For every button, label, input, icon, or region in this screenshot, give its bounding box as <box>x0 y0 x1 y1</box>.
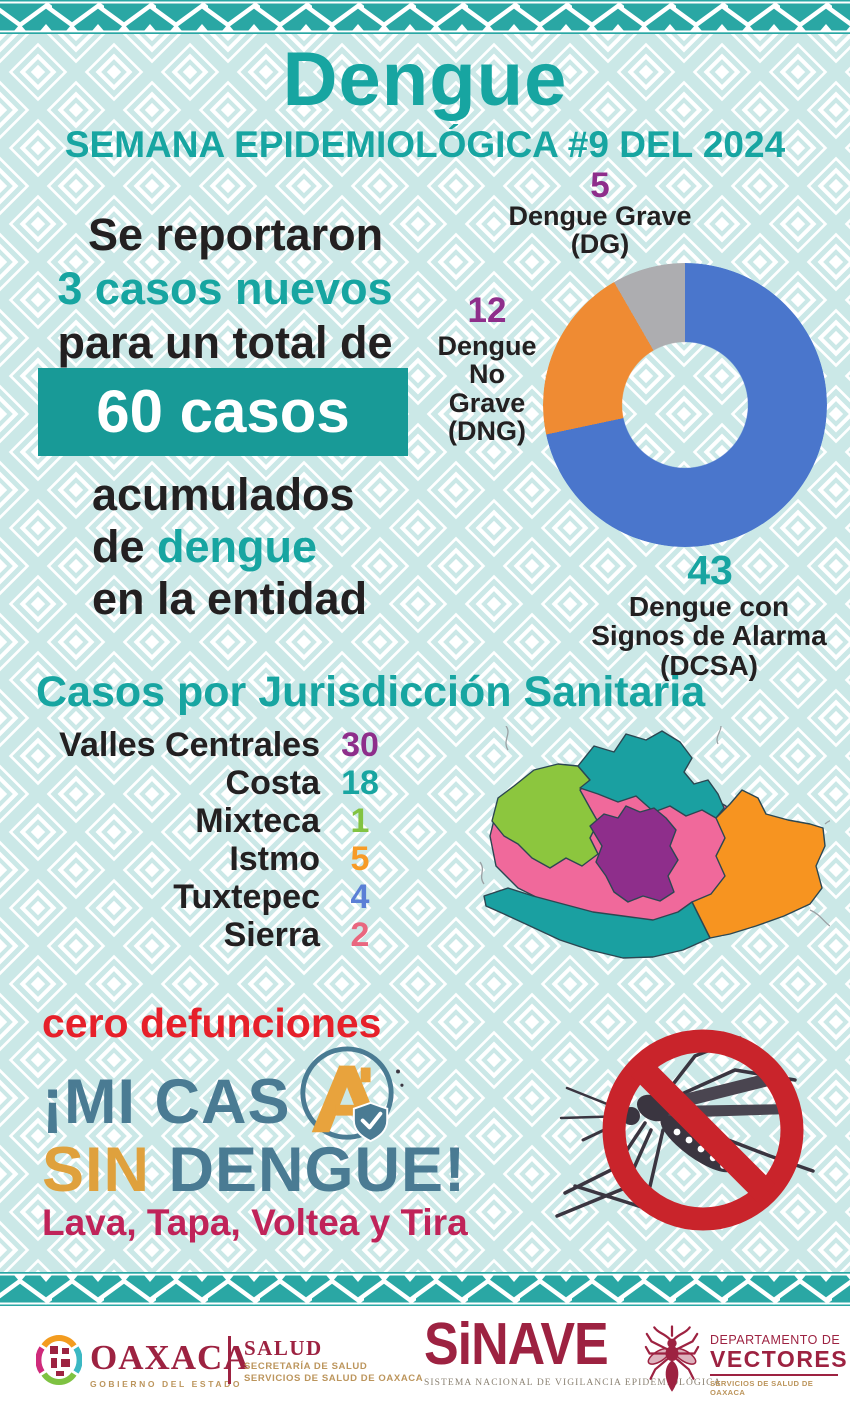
sinave-wordmark: SiNAVE <box>424 1311 609 1378</box>
top-greca-border <box>0 0 850 34</box>
map-region-tuxtepec <box>577 730 725 819</box>
oaxaca-jurisdictions-map <box>479 726 830 959</box>
summary-line-5-prefix: de <box>92 521 158 572</box>
map-decorative-squiggles <box>479 726 830 927</box>
salud-logo: SALUD SECRETARÍA DE SALUD SERVICIOS DE S… <box>244 1338 423 1385</box>
campaign-line-1: ¡MI CAS <box>42 1067 291 1137</box>
map-region-valles-centrales <box>589 805 679 903</box>
summary-line-4: acumulados <box>92 469 355 520</box>
sinave-logo: SiNAVE SISTEMA NACIONAL DE VIGILANCIA EP… <box>424 1311 722 1388</box>
campaign-sin: SIN <box>42 1135 151 1205</box>
summary-line-1: Se reportaron <box>88 209 384 260</box>
summary-line-5-accent: dengue <box>157 521 318 572</box>
sinave-subtitle: SISTEMA NACIONAL DE VIGILANCIA EPIDEMIOL… <box>424 1377 722 1388</box>
campaign-line-2: SIN DENGUE! <box>42 1134 466 1206</box>
summary-line-2: 3 casos nuevos <box>57 263 393 314</box>
map-region-costa <box>483 887 711 959</box>
vectores-subtitle: SERVICIOS DE SALUD DE OAXACA <box>710 1378 814 1397</box>
deaths-note: cero defunciones <box>42 1000 382 1046</box>
no-mosquito-icon <box>555 1029 815 1231</box>
vectores-rule <box>710 1373 838 1376</box>
vectores-dept-label: DEPARTAMENTO DE <box>710 1333 841 1347</box>
prohibition-ring <box>602 1029 804 1231</box>
jurisdiction-row-value: 30 <box>341 726 379 764</box>
slice-value-dng: 12 <box>467 291 507 330</box>
campaign-dengue: DENGUE! <box>150 1135 467 1205</box>
slice-label-dcsa: Dengue con Signos de Alarma (DCSA) <box>591 591 827 681</box>
summary-line-6: en la entidad <box>92 573 368 624</box>
donut-chart <box>543 263 827 547</box>
slice-value-dcsa: 43 <box>687 547 733 593</box>
slice-label-dg: Dengue Grave (DG) <box>508 201 692 260</box>
total-cases-badge: 60 casos <box>38 368 408 456</box>
vectores-mosquito-icon <box>644 1325 700 1392</box>
oaxaca-emblem-icon <box>36 1335 82 1385</box>
slice-label-dng: Dengue No Grave (DNG) <box>437 331 537 447</box>
campaign-tagline: Lava, Tapa, Voltea y Tira <box>42 1202 468 1243</box>
jurisdiction-row-name: Mixteca <box>195 802 320 840</box>
vectores-wordmark: VECTORES <box>710 1345 849 1372</box>
oaxaca-wordmark: OAXACA <box>90 1338 250 1377</box>
jurisdiction-row-name: Istmo <box>229 840 320 878</box>
bottom-greca-border <box>0 1272 850 1306</box>
oaxaca-subtitle: GOBIERNO DEL ESTADO <box>90 1379 243 1389</box>
summary-line-3: para un total de <box>57 317 393 368</box>
house-shield-icon <box>300 1046 404 1143</box>
map-region-istmo <box>691 789 826 939</box>
jurisdiction-heading: Casos por Jurisdicción Sanitaria <box>36 668 706 716</box>
jurisdiction-row-name: Costa <box>225 764 320 802</box>
jurisdiction-row-name: Valles Centrales <box>59 726 320 764</box>
salud-wordmark: SALUD <box>244 1336 323 1360</box>
footer-divider <box>228 1336 231 1384</box>
oaxaca-logo: OAXACA GOBIERNO DEL ESTADO <box>90 1340 250 1389</box>
jurisdiction-row-name: Tuxtepec <box>173 878 320 916</box>
jurisdiction-row-value: 18 <box>341 764 379 802</box>
jurisdiction-row-value: 2 <box>350 916 370 954</box>
jurisdiction-row-name: Sierra <box>223 916 320 954</box>
jurisdiction-row-value: 5 <box>350 840 370 878</box>
jurisdiction-row-value: 4 <box>350 878 370 916</box>
summary-line-5: de dengue <box>92 524 317 569</box>
vectores-logo: DEPARTAMENTO DE VECTORES SERVICIOS DE SA… <box>710 1334 850 1397</box>
salud-line-1: SECRETARÍA DE SALUD <box>244 1361 368 1372</box>
salud-line-2: SERVICIOS DE SALUD DE OAXACA <box>244 1372 424 1384</box>
slice-value-dg: 5 <box>590 166 610 205</box>
page-subtitle: SEMANA EPIDEMIOLÓGICA #9 DEL 2024 <box>64 124 786 165</box>
diamond-background-pattern <box>0 34 850 1274</box>
page-title: Dengue <box>282 37 568 122</box>
jurisdiction-row-value: 1 <box>350 802 370 840</box>
footer: OAXACA GOBIERNO DEL ESTADO SALUD SECRETA… <box>0 1306 850 1417</box>
